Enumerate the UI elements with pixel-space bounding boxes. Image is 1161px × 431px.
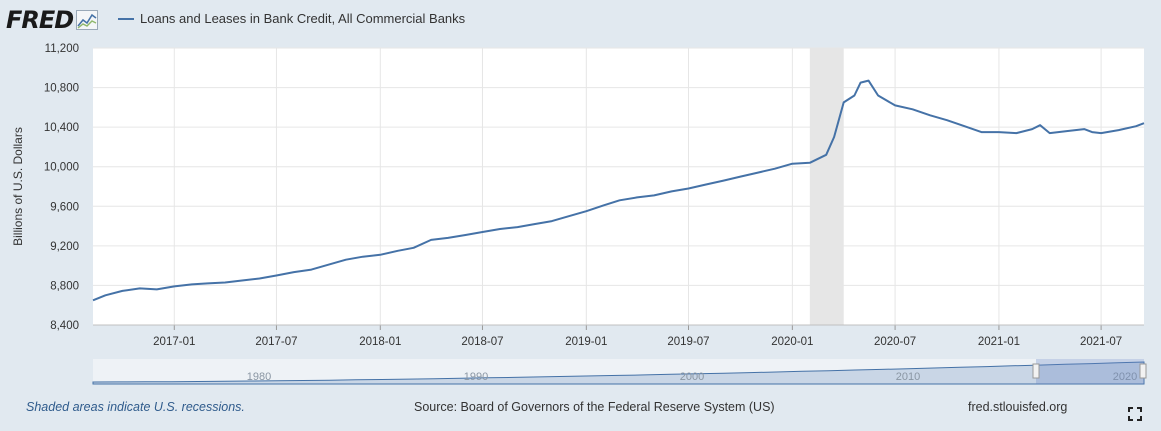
navigator-label: 2000 xyxy=(680,371,704,383)
site-link[interactable]: fred.stlouisfed.org xyxy=(968,400,1068,414)
navigator-series xyxy=(92,361,1145,385)
y-tick-label: 10,400 xyxy=(44,122,79,134)
y-tick-label: 8,800 xyxy=(50,280,79,292)
legend-swatch xyxy=(118,17,134,20)
navigator-selection[interactable] xyxy=(1036,359,1144,384)
x-tick-label: 2019-01 xyxy=(565,336,607,348)
x-tick-label: 2018-01 xyxy=(359,336,401,348)
x-tick-label: 2019-07 xyxy=(667,336,709,348)
x-tick-label: 2017-01 xyxy=(153,336,195,348)
x-tick-label: 2017-07 xyxy=(255,336,297,348)
y-tick-label: 10,800 xyxy=(44,83,79,95)
x-tick-label: 2018-07 xyxy=(461,336,503,348)
y-tick-label: 8,400 xyxy=(50,320,79,332)
fred-logo[interactable]: FRED xyxy=(6,5,99,35)
y-tick-label: 10,000 xyxy=(44,162,79,174)
x-tick-label: 2020-07 xyxy=(874,336,916,348)
navigator-handle[interactable] xyxy=(1032,363,1040,379)
graph-icon xyxy=(76,10,99,30)
legend-label: Loans and Leases in Bank Credit, All Com… xyxy=(140,11,466,26)
plot-area xyxy=(93,48,1144,325)
recession-note[interactable]: Shaded areas indicate U.S. recessions. xyxy=(26,400,245,414)
y-axis-label: Billions of U.S. Dollars xyxy=(11,127,25,246)
navigator-label: 2020 xyxy=(1113,371,1137,383)
navigator-label: 1980 xyxy=(247,371,271,383)
fred-logo-text: FRED xyxy=(6,6,74,34)
series-line[interactable] xyxy=(92,79,1145,302)
navigator-label: 1990 xyxy=(464,371,488,383)
navigator-handle[interactable] xyxy=(1139,363,1147,379)
y-tick-label: 9,200 xyxy=(50,241,79,253)
y-tick-label: 9,600 xyxy=(50,201,79,213)
recession-shade xyxy=(809,48,844,325)
x-tick-label: 2021-01 xyxy=(978,336,1020,348)
chart-legend[interactable]: Loans and Leases in Bank Credit, All Com… xyxy=(118,11,465,26)
x-tick-label: 2021-07 xyxy=(1080,336,1122,348)
x-tick-label: 2020-01 xyxy=(771,336,813,348)
fullscreen-icon[interactable] xyxy=(1128,407,1142,421)
source-note: Source: Board of Governors of the Federa… xyxy=(414,400,775,414)
y-tick-label: 11,200 xyxy=(45,43,79,55)
navigator-label: 2010 xyxy=(896,371,920,383)
